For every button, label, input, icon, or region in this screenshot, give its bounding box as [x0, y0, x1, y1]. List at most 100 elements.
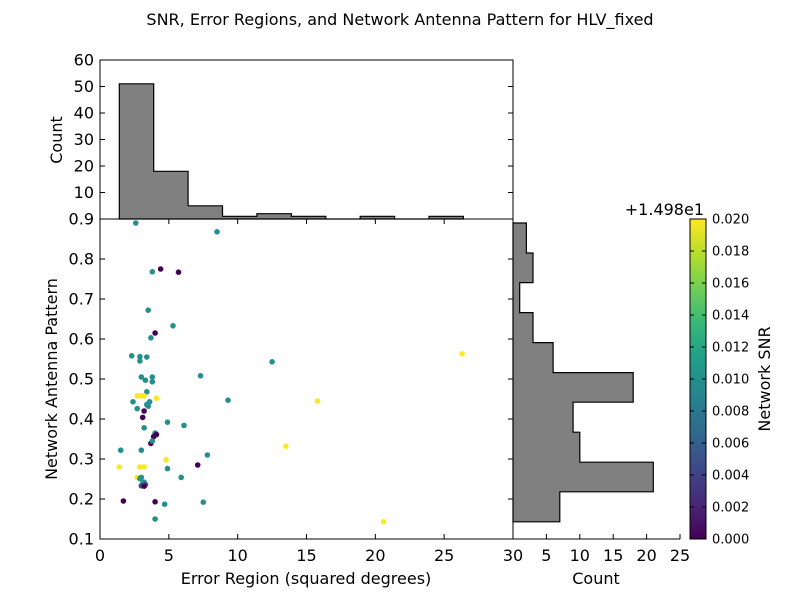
y-histogram-xlabel: Count [572, 569, 620, 588]
y-tick-label: 0.6 [69, 330, 94, 349]
y-tick-label: 0.7 [69, 290, 94, 309]
scatter-point [204, 452, 211, 458]
scatter-point [128, 353, 135, 359]
scatter-point [269, 359, 275, 365]
scatter-point [137, 353, 143, 360]
y-histogram-xtick-label: 20 [636, 546, 656, 565]
scatter-point [133, 220, 139, 226]
scatter-point [200, 499, 207, 506]
scatter-point [153, 431, 160, 438]
x-tick-label: 5 [164, 546, 174, 565]
x-tick-label: 15 [296, 546, 316, 565]
x-tick-label: 0 [95, 546, 105, 565]
colorbar-tick-label: 0.006 [712, 437, 749, 452]
scatter-point [149, 438, 156, 444]
scatter-point [141, 408, 147, 414]
y-tick-label: 0.8 [69, 250, 94, 269]
scatter-point [197, 373, 204, 379]
colorbar-tick-label: 0.012 [712, 341, 749, 356]
x-tick-label: 10 [227, 546, 247, 565]
scatter-point [138, 474, 145, 481]
scatter-point [170, 323, 176, 329]
y-tick-label: 0.5 [69, 370, 94, 389]
scatter-point [161, 501, 168, 508]
x-histogram-ytick-label: 10 [74, 183, 94, 202]
colorbar-label: Network SNR [755, 326, 774, 431]
x-histogram-yticks: 10 20 30 40 50 60 [74, 51, 513, 220]
scatter-point [181, 422, 187, 429]
x-histogram-panel: 10 20 30 40 50 60 Count [47, 51, 514, 220]
colorbar-tick-label: 0.014 [712, 309, 749, 324]
scatter-point [139, 414, 146, 421]
y-tick-label: 0.9 [69, 210, 94, 229]
x-histogram-ytick-label: 30 [74, 130, 94, 149]
scatter-point [141, 483, 147, 490]
scatter-point [225, 397, 231, 404]
scatter-point [152, 330, 158, 336]
scatter-point [117, 447, 124, 454]
scatter-point [314, 398, 321, 404]
scatter-point [141, 464, 147, 470]
y-histogram-xtick-label: 10 [570, 546, 590, 565]
colorbar-ticks: 0.000 0.002 0.004 0.006 0.008 0.010 0.012 0.014… [690, 213, 749, 548]
x-tick-label: 20 [365, 546, 385, 565]
scatter-point [141, 425, 147, 431]
scatter-point [149, 269, 156, 275]
y-tick-label: 0.1 [69, 530, 94, 549]
scatter-point [137, 358, 143, 364]
scatter-point [141, 393, 147, 399]
scatter-point [149, 379, 156, 385]
scatter-point [149, 374, 156, 380]
y-tick-label: 0.2 [69, 490, 94, 509]
scatter-point [459, 351, 465, 357]
x-histogram-ylabel: Count [47, 116, 66, 164]
colorbar-tick-label: 0.016 [712, 277, 749, 292]
colorbar-offset-text: +1.498e1 [625, 200, 704, 219]
scatter-point [137, 464, 143, 470]
scatter-point [164, 419, 171, 426]
y-histogram-panel: 5 10 15 20 25 Count [512, 219, 690, 588]
scatter-point [380, 519, 387, 525]
scatter-point [178, 474, 184, 481]
chart-title: SNR, Error Regions, and Network Antenna … [146, 10, 653, 30]
scatter-point [134, 393, 140, 399]
scatter-point [134, 405, 140, 412]
scatter-point [163, 457, 169, 463]
y-histogram-bars [512, 222, 654, 523]
scatter-point [152, 516, 158, 522]
scatter-point [148, 335, 154, 341]
y-histogram-xtick-label: 25 [670, 546, 690, 565]
y-histogram-xtick-label: 15 [603, 546, 623, 565]
y-tick-label: 0.4 [69, 410, 94, 429]
scatter-point [142, 377, 149, 384]
colorbar-tick-label: 0.020 [712, 213, 749, 228]
scatter-point [283, 443, 289, 450]
scatter-point [214, 229, 220, 235]
scatter-point [145, 403, 151, 410]
x-histogram-ytick-label: 20 [74, 157, 94, 176]
colorbar-tick-label: 0.004 [712, 469, 749, 484]
colorbar-tick-label: 0.008 [712, 405, 749, 420]
colorbar-tick-label: 0.010 [712, 373, 749, 388]
scatter-points [116, 220, 465, 525]
scatter-point [144, 389, 150, 395]
scatter-point [175, 269, 182, 276]
y-tick-label: 0.3 [69, 450, 94, 469]
scatter-point [116, 464, 123, 470]
colorbar: +1.498e1 0.0000.0020.0040.0060.0080.0100… [625, 200, 774, 548]
scatter-point [194, 462, 201, 468]
x-histogram-ytick-label: 60 [74, 51, 94, 70]
x-tick-label: 30 [503, 546, 523, 565]
scatter-point [164, 465, 171, 472]
y-axis-label: Network Antenna Pattern [42, 278, 61, 480]
x-tick-label: 25 [434, 546, 454, 565]
scatter-panel: 0 5 10 15 20 25 30 0.1 0.2 0.3 0.4 0.5 0.6 0.7 0.8 0.9… [42, 210, 523, 589]
x-histogram-ytick-label: 40 [74, 104, 94, 123]
scatter-point [145, 307, 151, 314]
scatter-yticks: 0.1 0.2 0.3 0.4 0.5 0.6 0.7 0.8 0.9 [69, 210, 513, 549]
scatter-point [153, 395, 160, 402]
colorbar-tick-label: 0.002 [712, 501, 749, 516]
scatter-point [144, 354, 150, 360]
scatter-point [130, 399, 136, 405]
